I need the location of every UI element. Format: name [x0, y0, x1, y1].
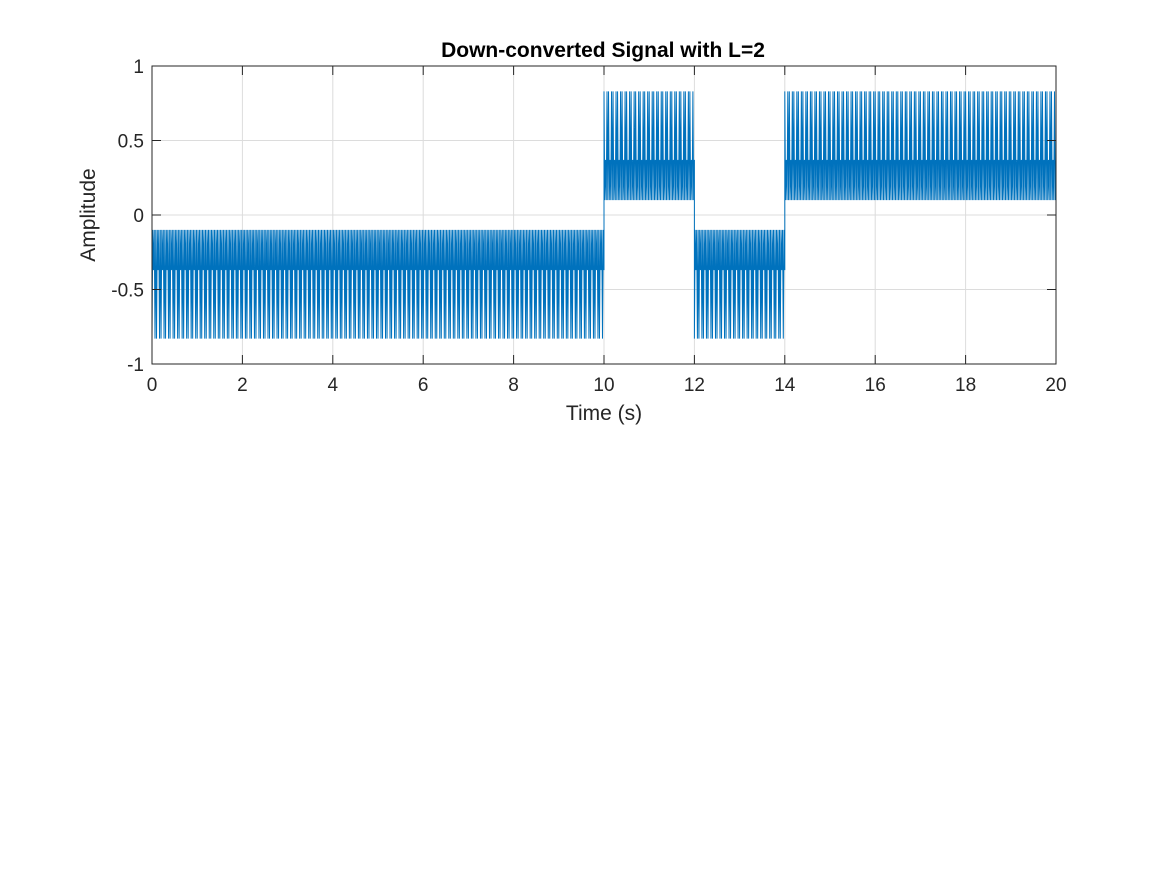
x-tick-label: 2	[237, 375, 248, 396]
signal-series	[151, 91, 1057, 339]
x-tick-label: 20	[1045, 375, 1066, 396]
signal-line	[151, 91, 1057, 339]
x-tick-label: 14	[774, 375, 796, 396]
chart-title: Down-converted Signal with L=2	[441, 39, 765, 62]
x-tick-label: 0	[147, 375, 158, 396]
x-tick-label: 18	[955, 375, 976, 396]
y-tick-label: 0	[133, 206, 144, 227]
y-tick-label: 1	[133, 57, 144, 78]
y-tick-label: 0.5	[118, 132, 144, 153]
x-axis-label: Time (s)	[566, 402, 642, 425]
x-tick-label: 16	[865, 375, 886, 396]
axis-ticks	[151, 65, 1057, 365]
x-tick-label: 10	[593, 375, 614, 396]
y-tick-labels: -1 -0.5 0 0.5 1	[111, 57, 144, 376]
y-tick-label: -1	[127, 355, 144, 376]
y-tick-label: -0.5	[111, 281, 144, 302]
x-tick-label: 6	[418, 375, 429, 396]
x-tick-label: 8	[508, 375, 519, 396]
x-tick-label: 4	[328, 375, 339, 396]
y-axis-label: Amplitude	[77, 168, 100, 261]
x-tick-label: 12	[684, 375, 705, 396]
x-tick-labels: 0 2 4 6 8 10 12 14 16 18 20	[147, 375, 1067, 396]
